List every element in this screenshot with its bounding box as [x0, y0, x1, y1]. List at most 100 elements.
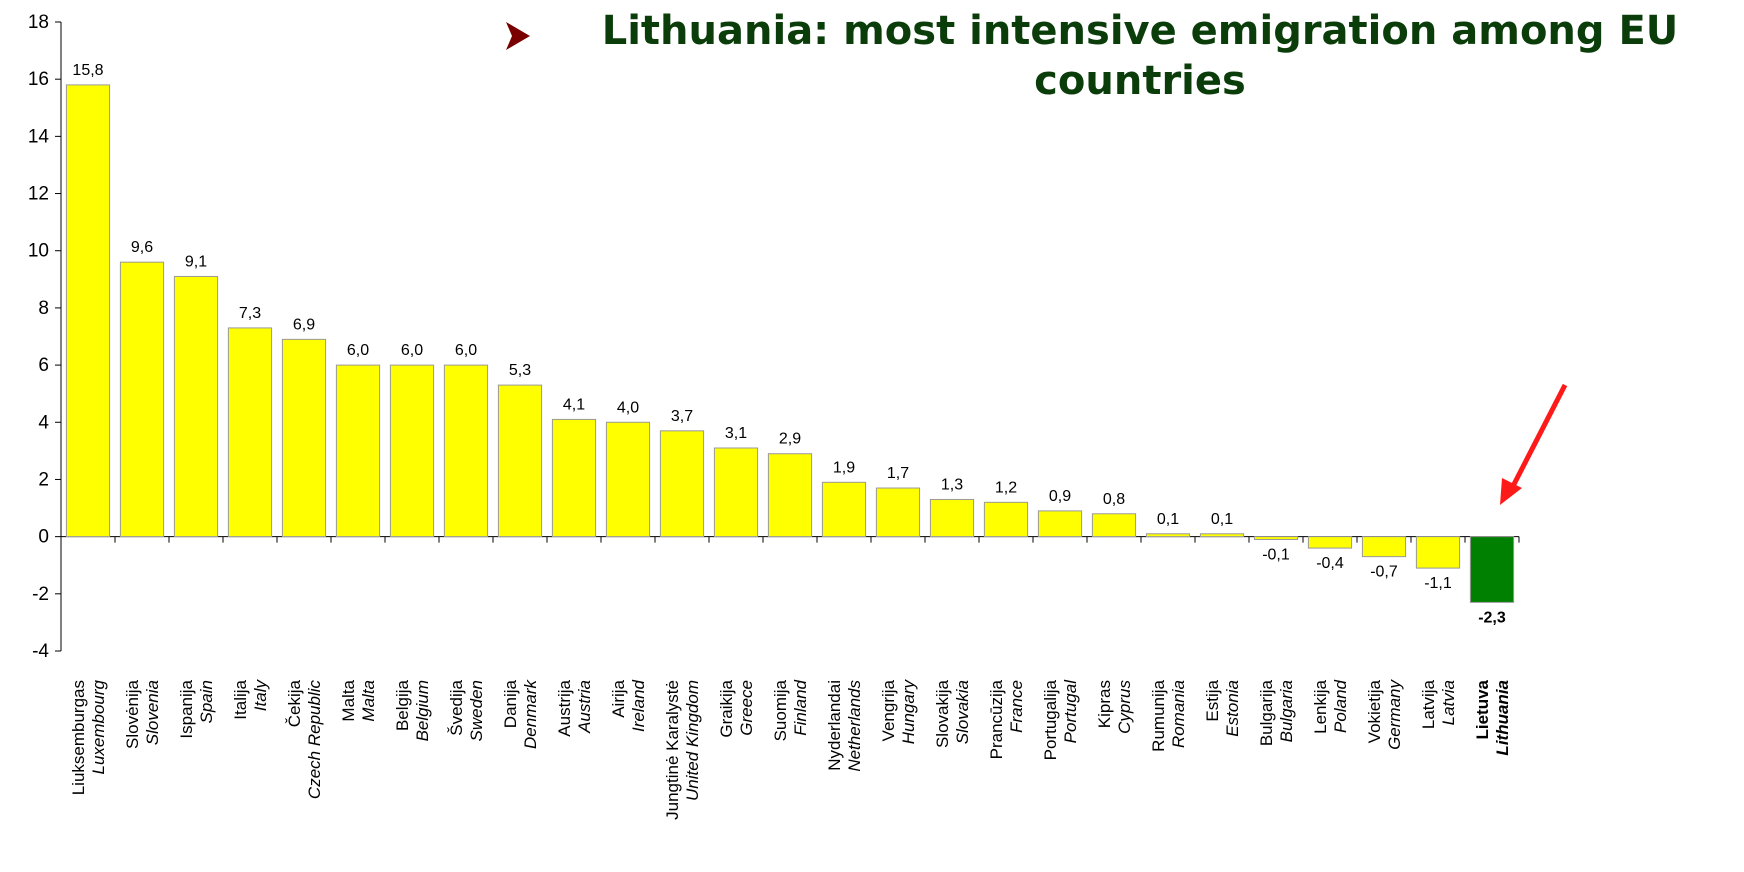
value-label: 15,8 — [72, 62, 103, 79]
arrow-head — [1500, 478, 1522, 505]
bar — [227, 327, 273, 538]
title-bullet — [506, 22, 530, 50]
bar — [65, 84, 111, 538]
x-tick-label-en: Belgium — [413, 680, 432, 741]
x-tick-label-en: Romania — [1169, 680, 1188, 748]
value-label: 1,9 — [833, 459, 855, 476]
x-tick-label-en: Lithuania — [1493, 680, 1512, 756]
bar — [335, 364, 381, 538]
y-tick-label: 14 — [28, 126, 50, 147]
bar — [875, 487, 921, 538]
bar — [1253, 536, 1299, 540]
x-tick-label-en: Greece — [737, 680, 756, 736]
value-label: -0,7 — [1370, 564, 1398, 581]
x-tick-label: Slovakija — [933, 679, 952, 748]
x-tick-label: Latvija — [1419, 679, 1438, 729]
x-tick-label-en: Estonia — [1223, 680, 1242, 737]
value-label: 9,1 — [185, 253, 207, 270]
bar — [605, 421, 651, 538]
value-label: -0,4 — [1316, 555, 1344, 572]
value-label: -1,1 — [1424, 575, 1452, 592]
x-tick-label: Graikija — [717, 679, 736, 737]
chart-title: Lithuania: most intensive emigration amo… — [601, 8, 1679, 104]
x-tick-label-en: Germany — [1385, 679, 1404, 750]
y-tick-label: 10 — [28, 241, 49, 262]
x-tick-label-en: Portugal — [1061, 679, 1080, 744]
bar — [983, 501, 1029, 538]
x-tick-label: Estija — [1203, 679, 1222, 721]
y-tick-label: 0 — [38, 527, 49, 548]
x-tick-label: Bulgarija — [1257, 679, 1276, 746]
bar — [929, 498, 975, 538]
x-tick-label: Nyderlandai — [825, 680, 844, 771]
y-tick-label: 6 — [38, 355, 49, 376]
value-label: 3,7 — [671, 408, 693, 425]
x-tick-label-en: Slovenia — [143, 680, 162, 745]
x-tick-label: Slovėnija — [123, 679, 142, 749]
x-tick-label: Belgija — [393, 679, 412, 731]
x-tick-label: Ispanija — [177, 679, 196, 738]
x-tick-label: Lietuva — [1473, 679, 1492, 739]
bar — [1199, 533, 1245, 538]
bar — [1361, 536, 1407, 558]
x-tick-label: Prancūzija — [987, 679, 1006, 759]
bar — [767, 453, 813, 538]
bar — [1469, 536, 1515, 603]
bar — [497, 384, 543, 538]
x-tick-label-en: Hungary — [899, 679, 918, 745]
value-label: -0,1 — [1262, 546, 1290, 563]
bar — [1037, 510, 1083, 538]
arrow-shaft — [1507, 383, 1568, 494]
x-tick-label-en: Bulgaria — [1277, 680, 1296, 742]
y-tick-label: 18 — [28, 12, 49, 33]
bar — [1415, 536, 1461, 569]
y-tick-label: 16 — [28, 69, 49, 90]
value-label: 1,2 — [995, 479, 1017, 496]
bar — [1307, 536, 1353, 549]
value-label: 1,7 — [887, 465, 909, 482]
x-tick-label: Jungtinė Karalystė — [663, 680, 682, 820]
value-label: 0,9 — [1049, 488, 1071, 505]
x-tick-label: Danija — [501, 679, 520, 728]
x-tick-label-en: Sweden — [467, 680, 486, 741]
value-label: 1,3 — [941, 476, 963, 493]
x-tick-label: Airija — [609, 679, 628, 717]
value-label: 4,0 — [617, 399, 639, 416]
x-tick-label-en: Latvia — [1439, 680, 1458, 725]
x-tick-label-en: Slovakia — [953, 680, 972, 744]
value-label: 6,9 — [293, 316, 315, 333]
bar — [1145, 533, 1191, 538]
x-tick-label-en: Netherlands — [845, 680, 864, 772]
x-tick-label-en: Italy — [251, 679, 270, 712]
y-tick-label: -2 — [32, 584, 49, 605]
bar — [821, 481, 867, 538]
x-tick-label: Lenkija — [1311, 679, 1330, 733]
bar — [551, 418, 597, 538]
x-tick-label: Italija — [231, 679, 250, 719]
y-tick-label: -4 — [32, 641, 49, 662]
x-tick-label-en: France — [1007, 680, 1026, 733]
value-label: 9,6 — [131, 239, 153, 256]
x-tick-label: Švedija — [447, 679, 466, 735]
x-tick-label: Vokietija — [1365, 679, 1384, 743]
value-label: 0,8 — [1103, 491, 1125, 508]
x-tick-label-en: United Kingdom — [683, 680, 702, 801]
x-tick-label-en: Finland — [791, 679, 810, 735]
bar — [281, 338, 327, 538]
x-tick-label: Liuksemburgas — [69, 680, 88, 795]
y-tick-label: 4 — [38, 412, 49, 433]
value-label: 0,1 — [1211, 511, 1233, 528]
x-tick-label: Malta — [339, 679, 358, 721]
value-label: 6,0 — [455, 342, 477, 359]
x-tick-label-en: Czech Republic — [305, 680, 324, 800]
x-tick-label: Portugalija — [1041, 679, 1060, 760]
value-label: -2,3 — [1478, 609, 1506, 626]
y-tick-label: 8 — [38, 298, 49, 319]
x-tick-label-en: Spain — [197, 680, 216, 723]
x-tick-label: Kipras — [1095, 680, 1114, 728]
value-label: 7,3 — [239, 305, 261, 322]
value-label: 4,1 — [563, 396, 585, 413]
x-tick-label: Vengrija — [879, 679, 898, 741]
